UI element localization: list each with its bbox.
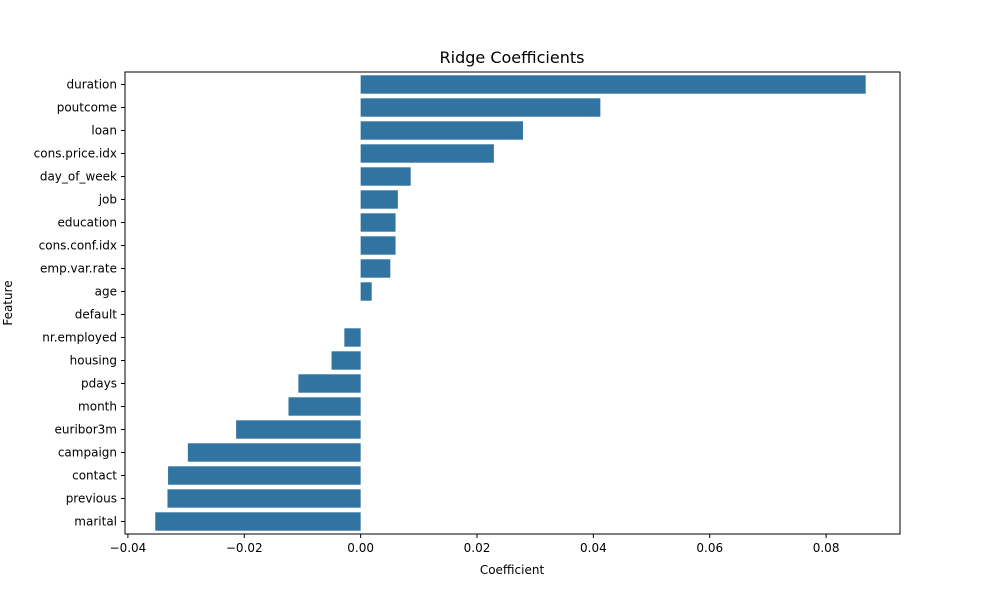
- x-tick-label: 0.08: [813, 541, 840, 555]
- bar-job: [360, 190, 398, 209]
- x-tick-label: 0.06: [696, 541, 723, 555]
- bar-age: [360, 282, 372, 301]
- bar-day-of-week: [360, 167, 411, 186]
- bar-nr-employed: [344, 328, 361, 347]
- bar-housing: [331, 351, 361, 370]
- y-tick-label: job: [98, 193, 117, 207]
- x-tick-label: 0.00: [347, 541, 374, 555]
- bar-loan: [360, 121, 523, 140]
- x-tick-label: 0.04: [580, 541, 607, 555]
- bar-education: [360, 213, 396, 232]
- bar-cons-conf-idx: [360, 236, 396, 255]
- x-tick-label: 0.02: [464, 541, 491, 555]
- y-tick-label: cons.conf.idx: [39, 239, 117, 253]
- chart-title: Ridge Coefficients: [440, 48, 585, 67]
- bar-marital: [155, 512, 361, 531]
- y-tick-label: duration: [67, 78, 118, 92]
- bars-layer: [155, 75, 866, 531]
- y-tick-label: age: [95, 285, 117, 299]
- y-tick-label: pdays: [81, 377, 117, 391]
- bar-cons-price-idx: [360, 144, 494, 163]
- bar-previous: [167, 489, 361, 508]
- y-axis-title: Feature: [1, 280, 15, 325]
- y-tick-label: marital: [74, 515, 117, 529]
- y-tick-label: contact: [72, 469, 117, 483]
- y-tick-label: housing: [70, 354, 117, 368]
- y-tick-label: poutcome: [57, 101, 117, 115]
- y-tick-label: month: [78, 400, 117, 414]
- bar-pdays: [298, 374, 361, 393]
- y-tick-label: default: [75, 308, 118, 322]
- x-tick-label: −0.04: [110, 541, 147, 555]
- y-tick-label: education: [57, 216, 117, 230]
- y-tick-label: day_of_week: [40, 170, 117, 184]
- bar-campaign: [187, 443, 361, 462]
- x-tick-label: −0.02: [226, 541, 263, 555]
- plot-frame: [124, 71, 901, 535]
- y-axis: duration poutcome loan cons.price.idx day_of…: [34, 78, 125, 529]
- bar-emp-var-rate: [360, 259, 391, 278]
- y-tick-label: euribor3m: [55, 423, 117, 437]
- bar-month: [288, 397, 361, 416]
- y-tick-label: campaign: [58, 446, 117, 460]
- y-tick-label: previous: [66, 492, 117, 506]
- y-tick-label: loan: [91, 124, 117, 138]
- bar-poutcome: [360, 98, 601, 117]
- y-tick-label: cons.price.idx: [34, 147, 117, 161]
- x-axis: −0.04 −0.02 0.00 0.02 0.04 0.06 0.08: [110, 534, 840, 555]
- x-axis-title: Coefficient: [480, 563, 545, 577]
- bar-duration: [360, 75, 866, 94]
- y-tick-label: emp.var.rate: [40, 262, 117, 276]
- bar-contact: [168, 466, 361, 485]
- bar-euribor3m: [236, 420, 361, 439]
- y-tick-label: nr.employed: [42, 331, 117, 345]
